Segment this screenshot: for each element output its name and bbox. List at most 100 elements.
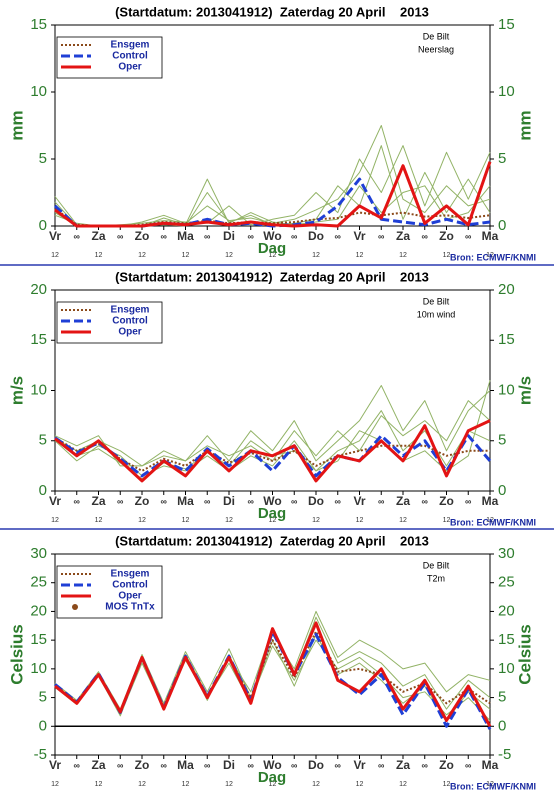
y-tick-label: 0 <box>498 217 506 234</box>
y-tick-label: -5 <box>498 746 511 763</box>
x-tick-label: Ma <box>177 758 194 772</box>
chart-title: (Startdatum: 2013041912) Zaterdag 20 Apr… <box>115 269 429 284</box>
y-tick-label: 15 <box>498 16 515 33</box>
x-tick-label: Vr <box>49 494 61 508</box>
x-tick-label: ∞ <box>204 231 211 241</box>
x-tick-sublabel: 12 <box>138 252 146 259</box>
y-tick-label: 15 <box>30 16 47 33</box>
x-tick-label: Za <box>91 758 105 772</box>
x-tick-label: ∞ <box>204 496 211 506</box>
annotation: Neerslag <box>418 44 454 54</box>
y-tick-label: 5 <box>39 689 47 706</box>
y-tick-label: 10 <box>498 660 515 677</box>
x-tick-label: ∞ <box>422 496 429 506</box>
x-tick-label: ∞ <box>422 760 429 770</box>
y-tick-label: 30 <box>30 545 47 562</box>
x-tick-label: ∞ <box>378 496 385 506</box>
legend-label: Oper <box>118 327 141 338</box>
x-tick-label: Ma <box>177 229 194 243</box>
x-tick-sublabel: 12 <box>225 517 233 524</box>
y-tick-label: 5 <box>498 432 506 449</box>
annotation: De Bilt <box>423 31 450 41</box>
y-tick-label: 15 <box>498 331 515 348</box>
x-tick-label: ∞ <box>248 496 255 506</box>
y-tick-label: 0 <box>39 717 47 734</box>
x-tick-label: Wo <box>263 494 281 508</box>
legend-label: Control <box>112 316 148 327</box>
x-tick-label: ∞ <box>335 496 342 506</box>
y-tick-label: 10 <box>30 83 47 100</box>
x-tick-sublabel: 12 <box>182 517 190 524</box>
x-tick-label: Vr <box>353 229 365 243</box>
panel: (Startdatum: 2013041912) Zaterdag 20 Apr… <box>0 264 554 527</box>
x-tick-sublabel: 12 <box>312 517 320 524</box>
legend-label: Control <box>112 51 148 62</box>
x-tick-label: Do <box>308 494 324 508</box>
x-tick-label: Za <box>396 229 410 243</box>
x-tick-label: Ma <box>177 494 194 508</box>
y-tick-label: 10 <box>498 83 515 100</box>
x-tick-label: ∞ <box>335 760 342 770</box>
y-tick-label: 15 <box>30 331 47 348</box>
x-tick-label: Zo <box>439 758 454 772</box>
x-tick-label: ∞ <box>204 760 211 770</box>
y-tick-label: 25 <box>30 574 47 591</box>
x-tick-sublabel: 12 <box>486 517 494 524</box>
x-tick-label: ∞ <box>378 760 385 770</box>
y-tick-label: 10 <box>30 660 47 677</box>
y-tick-label: 15 <box>498 631 515 648</box>
x-tick-label: ∞ <box>422 231 429 241</box>
x-tick-label: ∞ <box>465 231 472 241</box>
member-line <box>54 145 491 227</box>
x-tick-label: Di <box>223 494 235 508</box>
y-tick-label: -5 <box>34 746 47 763</box>
x-tick-label: Zo <box>135 229 150 243</box>
x-tick-label: Do <box>308 229 324 243</box>
x-tick-sublabel: 12 <box>269 252 277 259</box>
x-tick-label: Wo <box>263 758 281 772</box>
source: Bron: ECMWF/KNMI <box>450 252 536 262</box>
x-tick-label: ∞ <box>117 760 124 770</box>
x-tick-label: Vr <box>49 229 61 243</box>
x-tick-sublabel: 12 <box>399 252 407 259</box>
legend-label: Oper <box>118 62 141 73</box>
legend-label: Control <box>112 580 148 591</box>
y-axis-label: Celsius <box>515 624 534 684</box>
y-tick-label: 30 <box>498 545 515 562</box>
source: Bron: ECMWF/KNMI <box>450 517 536 527</box>
series-line <box>54 419 491 483</box>
y-axis-label: mm <box>7 110 26 140</box>
x-tick-label: Zo <box>439 229 454 243</box>
x-tick-label: Vr <box>353 494 365 508</box>
x-tick-sublabel: 12 <box>356 781 364 788</box>
x-tick-sublabel: 12 <box>95 252 103 259</box>
x-tick-sublabel: 12 <box>138 517 146 524</box>
x-tick-sublabel: 12 <box>399 781 407 788</box>
x-tick-sublabel: 12 <box>182 781 190 788</box>
x-tick-label: Za <box>396 758 410 772</box>
panel: (Startdatum: 2013041912) Zaterdag 20 Apr… <box>0 528 554 791</box>
x-tick-sublabel: 12 <box>182 252 190 259</box>
y-tick-label: 0 <box>498 717 506 734</box>
x-tick-label: ∞ <box>291 496 298 506</box>
x-tick-sublabel: 12 <box>95 781 103 788</box>
series-line <box>54 621 492 728</box>
legend-label: Ensgem <box>111 40 150 51</box>
x-tick-sublabel: 12 <box>51 252 59 259</box>
source: Bron: ECMWF/KNMI <box>450 781 536 791</box>
x-tick-label: Zo <box>135 758 150 772</box>
chart-title: (Startdatum: 2013041912) Zaterdag 20 Apr… <box>115 533 429 548</box>
x-tick-label: ∞ <box>74 496 81 506</box>
x-tick-sublabel: 12 <box>269 781 277 788</box>
y-axis-label: m/s <box>515 376 534 405</box>
x-tick-label: ∞ <box>74 231 81 241</box>
x-tick-sublabel: 12 <box>399 517 407 524</box>
x-tick-sublabel: 12 <box>486 252 494 259</box>
x-tick-label: ∞ <box>291 760 298 770</box>
legend-label: Oper <box>118 591 141 602</box>
x-tick-label: ∞ <box>161 231 168 241</box>
x-tick-label: ∞ <box>117 496 124 506</box>
y-tick-label: 20 <box>498 602 515 619</box>
x-tick-label: Ma <box>482 229 499 243</box>
